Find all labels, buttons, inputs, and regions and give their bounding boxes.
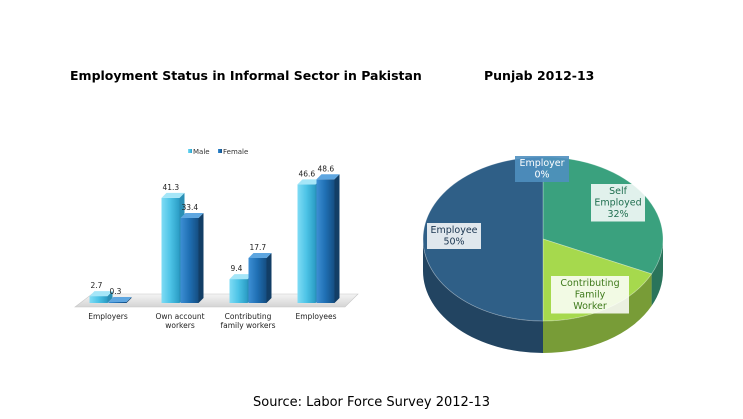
bar-0-0 [89,291,113,303]
data-label-2-0: 9.4 [231,264,243,273]
pie-label-line: Contributing [560,278,619,289]
x-tick-line: Employees [295,312,336,321]
pie-label-line: 50% [443,237,464,248]
bar-2-1 [248,252,272,303]
data-label-3-0: 46.6 [299,169,316,178]
bar-top [180,212,204,218]
bar-top [297,179,321,185]
pie-label-line: Worker [573,301,607,312]
bar-top [316,174,340,180]
pie-label-box [591,184,645,222]
bar-side [107,291,113,303]
pie-label-1: Self Employed 32% [591,184,645,222]
bar-chart-title: Employment Status in Informal Sector in … [70,68,422,83]
legend-label-0: Male [193,148,210,156]
legend: Male Female [188,148,248,156]
bar-front [161,197,180,303]
pie-side-3 [423,239,543,353]
bar-side [126,297,132,303]
pie-label-2: Contributing Family Worker [551,276,629,314]
bar-front [297,184,316,303]
bar-top [248,252,272,258]
legend-label-1: Female [223,148,248,156]
x-tick-line: family workers [220,321,275,330]
bar-top [229,274,253,280]
data-label-0-0: 2.7 [91,281,103,290]
data-label-1-0: 41.3 [163,183,180,192]
pie-label-text: Self Employed 32% [594,186,641,220]
bar-side [266,252,272,303]
x-tick-1: Own account workers [155,312,204,330]
pie-label-text: Employer 0% [519,158,564,181]
pie-label-0: Employer 0% [515,156,569,182]
x-tick-2: Contributing family workers [220,312,275,330]
x-tick-line: workers [165,321,195,330]
pie-label-3: Employee 50% [427,223,481,249]
bar-front [248,257,267,303]
bar-top [161,192,185,198]
pie-label-box [551,276,629,314]
pie-label-line: Family [575,290,606,301]
bar-top [108,297,132,302]
bar-side [334,174,340,303]
bar-front [180,217,199,303]
x-tick-line: Own account [155,312,204,321]
pie-label-line: Employed [594,198,641,209]
data-label-0-1: 0.3 [110,287,122,296]
x-tick-line: Contributing [225,312,272,321]
bar-1-1 [180,212,204,303]
pie-label-text: Contributing Family Worker [560,278,619,312]
x-tick-3: Employees [295,312,336,321]
chart-floor [74,293,359,308]
pie-side-1 [651,239,663,306]
bar-top [89,291,113,297]
pie-chart-title: Punjab 2012-13 [484,68,595,83]
pie-label-box [515,156,569,182]
bar-front [316,179,335,303]
data-label-2-1: 17.7 [250,243,267,252]
legend-swatch-0 [188,149,192,153]
bar-front [108,302,127,303]
pie-slice-3 [422,156,544,322]
pie-label-line: Employer [519,158,564,169]
pie-label-box [427,223,481,249]
data-label-1-1: 33.4 [182,203,199,212]
source-note: Source: Labor Force Survey 2012-13 [252,395,491,410]
bar-front [89,296,108,303]
pie-label-line: 0% [534,170,549,181]
pie-label-line: Self [609,186,628,197]
bar-front [229,279,248,303]
bar-side [198,212,204,303]
data-label-3-1: 48.6 [318,164,335,173]
legend-swatch-1 [218,149,222,153]
pie-label-line: 32% [607,209,628,220]
bar-3-1 [316,174,340,303]
pie-label-line: Employee [430,225,477,236]
x-tick-line: Employers [88,312,128,321]
pie-label-text: Employee 50% [430,225,477,248]
bar-0-1 [108,297,132,303]
x-tick-0: Employers [88,312,128,321]
